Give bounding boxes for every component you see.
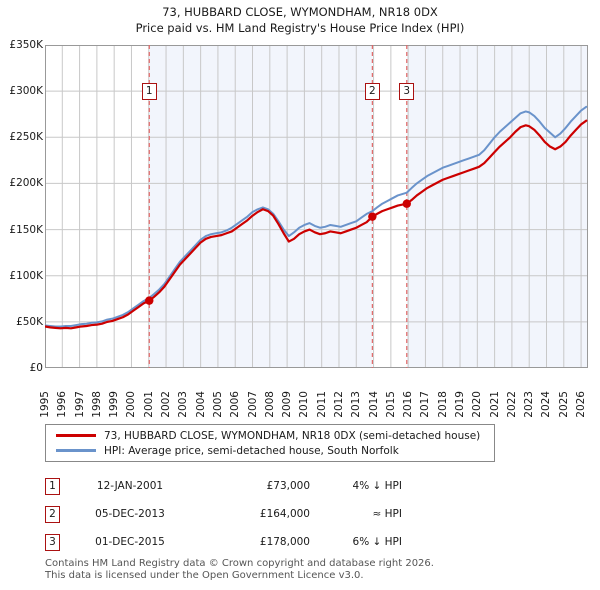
legend-label-hpi: HPI: Average price, semi-detached house,… bbox=[104, 444, 399, 457]
y-axis-labels: £0 £50K £100K £150K £200K £250K £300K £350K bbox=[0, 39, 43, 374]
y-axis-tick-label: £350K bbox=[9, 39, 43, 51]
x-axis-tick-label: 2009 bbox=[281, 391, 294, 418]
sale-hpi-delta: 6% ↓ HPI bbox=[352, 536, 402, 548]
y-axis-tick-label: £0 bbox=[29, 362, 43, 374]
price-history-chart bbox=[45, 45, 588, 368]
x-axis-tick-label: 2025 bbox=[557, 391, 570, 418]
sale-price: £73,000 bbox=[266, 480, 310, 492]
x-axis-tick-label: 1996 bbox=[56, 391, 69, 418]
chart-legend: 73, HUBBARD CLOSE, WYMONDHAM, NR18 0DX (… bbox=[45, 424, 495, 462]
footer-attribution: Contains HM Land Registry data © Crown c… bbox=[45, 558, 565, 582]
sale-date: 12-JAN-2001 bbox=[96, 480, 164, 492]
sale-date: 01-DEC-2015 bbox=[95, 536, 165, 548]
x-axis-tick-label: 2022 bbox=[505, 391, 518, 418]
x-axis-tick-label: 2002 bbox=[160, 391, 173, 418]
y-axis-tick-label: £200K bbox=[9, 177, 43, 190]
x-axis-tick-label: 2010 bbox=[298, 391, 311, 418]
x-axis-tick-label: 2001 bbox=[142, 391, 155, 418]
table-row: 2 05-DEC-2013 £164,000 ≈ HPI bbox=[45, 500, 465, 528]
x-axis-tick-label: 2023 bbox=[523, 391, 536, 418]
x-axis-tick-label: 2003 bbox=[177, 391, 190, 418]
x-axis-tick-label: 2021 bbox=[488, 391, 501, 418]
sale-hpi-delta: 4% ↓ HPI bbox=[352, 480, 402, 492]
legend-swatch-price-paid bbox=[56, 434, 96, 437]
x-axis-tick-label: 2019 bbox=[454, 391, 467, 418]
x-axis-tick-label: 2012 bbox=[332, 391, 345, 418]
chart-marker-badge: 1 bbox=[141, 82, 157, 100]
table-row: 1 12-JAN-2001 £73,000 4% ↓ HPI bbox=[45, 472, 465, 500]
x-axis-tick-label: 2008 bbox=[263, 391, 276, 418]
x-axis-tick-label: 2006 bbox=[229, 391, 242, 418]
footer-line-1: Contains HM Land Registry data © Crown c… bbox=[45, 558, 434, 569]
title-line-2: Price paid vs. HM Land Registry's House … bbox=[135, 21, 465, 35]
sale-index-badge: 2 bbox=[45, 505, 60, 523]
x-axis-tick-label: 1998 bbox=[90, 391, 103, 418]
sales-history-table: 1 12-JAN-2001 £73,000 4% ↓ HPI 2 05-DEC-… bbox=[45, 472, 465, 556]
x-axis-tick-label: 1999 bbox=[108, 391, 121, 418]
x-axis-tick-label: 2018 bbox=[436, 391, 449, 418]
x-axis-tick-label: 2017 bbox=[419, 391, 432, 418]
sale-price: £164,000 bbox=[259, 508, 310, 520]
y-axis-tick-label: £300K bbox=[9, 85, 43, 98]
x-axis-tick-label: 1995 bbox=[39, 391, 51, 418]
x-axis-tick-label: 2005 bbox=[211, 391, 224, 418]
x-axis-tick-label: 2024 bbox=[540, 391, 553, 418]
page-title: 73, HUBBARD CLOSE, WYMONDHAM, NR18 0DX P… bbox=[0, 4, 600, 36]
sale-price: £178,000 bbox=[259, 536, 310, 548]
chart-plot-area bbox=[45, 45, 588, 368]
table-row: 3 01-DEC-2015 £178,000 6% ↓ HPI bbox=[45, 528, 465, 556]
sale-date: 05-DEC-2013 bbox=[95, 508, 165, 520]
legend-item-hpi: HPI: Average price, semi-detached house,… bbox=[52, 443, 488, 458]
x-axis-tick-label: 2013 bbox=[350, 391, 363, 418]
legend-item-price-paid: 73, HUBBARD CLOSE, WYMONDHAM, NR18 0DX (… bbox=[52, 428, 488, 443]
x-axis-tick-label: 2020 bbox=[471, 391, 484, 418]
legend-swatch-hpi bbox=[56, 449, 96, 452]
x-axis-tick-label: 2016 bbox=[402, 391, 415, 418]
y-axis-tick-label: £50K bbox=[16, 315, 43, 328]
x-axis-tick-label: 2004 bbox=[194, 391, 207, 418]
footer-line-2: This data is licensed under the Open Gov… bbox=[45, 570, 364, 581]
y-axis-tick-label: £250K bbox=[9, 131, 43, 144]
x-axis-tick-label: 2011 bbox=[315, 391, 328, 418]
y-axis-tick-label: £100K bbox=[9, 269, 43, 282]
y-axis-tick-label: £150K bbox=[9, 223, 43, 236]
sale-hpi-delta: ≈ HPI bbox=[372, 508, 402, 520]
chart-marker-badge: 3 bbox=[399, 82, 415, 100]
x-axis-tick-label: 2000 bbox=[125, 391, 138, 418]
x-axis-tick-label: 2014 bbox=[367, 391, 380, 418]
sale-index-badge: 1 bbox=[45, 477, 60, 495]
x-axis-labels: 1995 1996 1997 1998 1999 2000 2001 2002 2003 2004… bbox=[39, 370, 588, 418]
x-axis-tick-label: 2026 bbox=[575, 391, 588, 418]
sale-index-badge: 3 bbox=[45, 533, 60, 551]
legend-label-price-paid: 73, HUBBARD CLOSE, WYMONDHAM, NR18 0DX (… bbox=[104, 429, 481, 442]
x-axis-tick-label: 1997 bbox=[73, 391, 86, 418]
chart-marker-badge: 2 bbox=[364, 82, 380, 100]
x-axis-tick-label: 2007 bbox=[246, 391, 259, 418]
x-axis-tick-label: 2015 bbox=[384, 391, 397, 418]
title-line-1: 73, HUBBARD CLOSE, WYMONDHAM, NR18 0DX bbox=[162, 5, 438, 19]
